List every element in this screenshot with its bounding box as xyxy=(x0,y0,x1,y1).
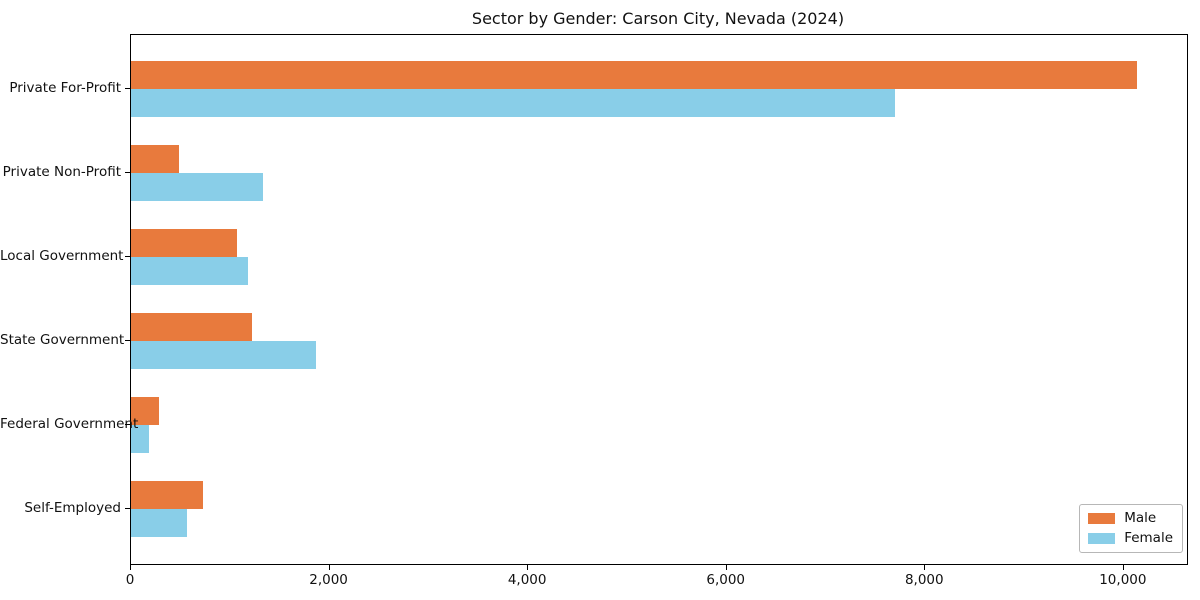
y-category-label: Private For-Profit xyxy=(9,80,121,96)
x-tick-label: 10,000 xyxy=(1099,572,1147,588)
bar-female-state-government xyxy=(131,341,316,369)
y-category-label: Local Government xyxy=(0,248,124,264)
female-series-swatch xyxy=(1088,533,1116,544)
y-tick-mark xyxy=(125,172,130,174)
bar-female-private-for-profit xyxy=(131,89,896,117)
male-series-swatch xyxy=(1088,513,1116,524)
y-tick-mark xyxy=(125,508,130,510)
bar-male-federal-government xyxy=(131,397,160,425)
x-tick-label: 6,000 xyxy=(706,572,746,588)
bar-male-state-government xyxy=(131,313,253,341)
y-tick-mark xyxy=(125,340,130,342)
plot-area: Male Female xyxy=(130,34,1188,565)
x-tick-label: 2,000 xyxy=(309,572,348,588)
bar-female-federal-government xyxy=(131,425,150,453)
y-category-label: Private Non-Profit xyxy=(2,164,121,180)
bar-female-self-employed xyxy=(131,509,187,537)
y-tick-mark xyxy=(125,424,130,426)
bar-male-self-employed xyxy=(131,481,204,509)
x-tick-mark xyxy=(924,565,926,570)
x-tick-mark xyxy=(1122,565,1125,570)
x-tick-mark xyxy=(527,565,529,570)
bar-male-private-for-profit xyxy=(131,61,1137,89)
y-tick-mark xyxy=(125,256,130,258)
y-category-label: Self-Employed xyxy=(24,500,121,516)
x-tick-mark xyxy=(725,565,727,570)
y-tick-mark xyxy=(125,88,130,90)
legend-label-male: Male xyxy=(1124,510,1157,526)
x-tick-mark xyxy=(328,565,330,570)
bar-female-private-non-profit xyxy=(131,173,264,201)
y-category-label: State Government xyxy=(0,332,125,348)
legend: Male Female xyxy=(1079,504,1183,553)
x-tick-label: 0 xyxy=(125,572,135,588)
legend-entry-female: Female xyxy=(1088,531,1173,546)
legend-entry-male: Male xyxy=(1088,511,1173,526)
legend-label-female: Female xyxy=(1124,530,1173,546)
y-category-label: Federal Government xyxy=(0,416,139,432)
bar-male-private-non-profit xyxy=(131,145,179,173)
x-tick-label: 8,000 xyxy=(904,572,944,588)
bar-male-local-government xyxy=(131,229,238,257)
chart-title: Sector by Gender: Carson City, Nevada (2… xyxy=(471,9,845,28)
x-tick-mark xyxy=(130,565,132,570)
bar-female-local-government xyxy=(131,257,249,285)
x-tick-label: 4,000 xyxy=(507,572,547,588)
